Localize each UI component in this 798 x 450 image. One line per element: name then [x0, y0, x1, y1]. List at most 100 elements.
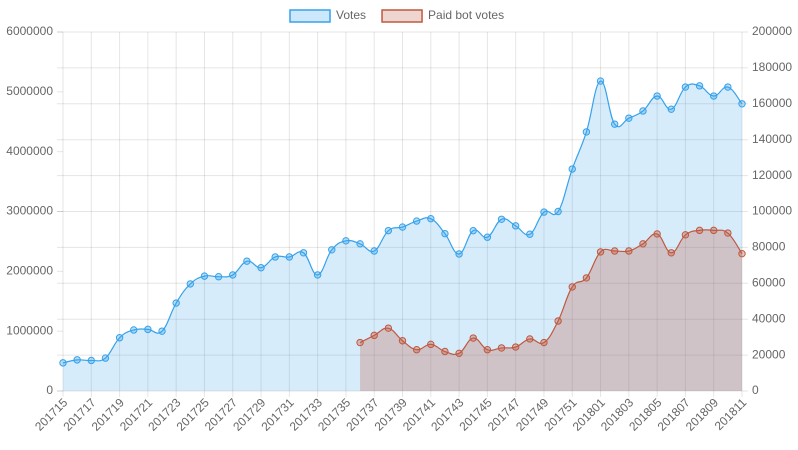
point [667, 105, 675, 113]
point [243, 257, 251, 265]
point [695, 82, 704, 90]
y2-tick-label: 60000 [752, 275, 786, 289]
point [610, 120, 619, 128]
y2-tick-label: 80000 [752, 240, 786, 254]
point [412, 346, 421, 354]
y-tick-label: 1000000 [6, 323, 53, 337]
area [63, 81, 742, 392]
y-tick-label: 3000000 [6, 204, 53, 218]
point [285, 253, 294, 261]
point [427, 214, 435, 223]
point [229, 271, 237, 279]
point [639, 107, 647, 115]
y2-tick-label: 0 [752, 383, 759, 397]
y2-tick-label: 20000 [752, 347, 786, 361]
point [710, 92, 718, 100]
point [667, 249, 675, 257]
point [724, 229, 732, 237]
point [384, 226, 393, 235]
point [695, 226, 704, 235]
point [653, 230, 661, 238]
legend-swatch [289, 9, 331, 23]
point [639, 240, 647, 248]
point [73, 356, 81, 364]
point [455, 250, 463, 258]
point [625, 114, 633, 122]
y2-tick-label: 200000 [752, 24, 792, 38]
point [469, 226, 477, 235]
point [582, 274, 591, 282]
point [455, 349, 463, 358]
point [144, 325, 152, 334]
point [299, 249, 308, 257]
point [200, 272, 209, 280]
y2-tick-label: 140000 [752, 132, 792, 146]
y2-tick-label: 40000 [752, 311, 786, 325]
point [596, 248, 605, 256]
line [62, 80, 743, 364]
point [328, 246, 336, 254]
point [398, 337, 407, 345]
x-tick-label: 201811 [712, 395, 750, 433]
point [59, 359, 67, 367]
point [526, 335, 534, 343]
point [186, 280, 195, 288]
point [271, 253, 279, 261]
point [738, 100, 746, 108]
y2-tick-label: 160000 [752, 96, 792, 110]
point [356, 338, 364, 347]
point [596, 77, 605, 85]
point [511, 222, 520, 230]
point [427, 340, 435, 349]
point [257, 264, 265, 272]
legend-label: Votes [336, 8, 366, 22]
y-tick-label: 5000000 [6, 84, 53, 98]
point [497, 215, 506, 223]
point [356, 240, 364, 248]
point [101, 354, 110, 362]
point [653, 92, 661, 100]
point [724, 83, 732, 91]
point [313, 271, 322, 279]
point [554, 317, 562, 325]
y-tick-label: 2000000 [6, 264, 53, 278]
point [370, 247, 378, 255]
y2-tick-label: 180000 [752, 60, 792, 74]
point [87, 356, 95, 365]
point [582, 128, 591, 136]
point [172, 299, 180, 307]
y-tick-label: 0 [46, 383, 53, 397]
point [130, 326, 138, 334]
point [158, 327, 166, 335]
point [483, 233, 492, 241]
point [568, 165, 576, 173]
point [540, 338, 548, 347]
point [511, 343, 520, 351]
point [681, 231, 690, 239]
point [342, 237, 350, 245]
y2-tick-label: 120000 [752, 168, 792, 182]
legend-label: Paid bot votes [428, 8, 504, 22]
point [497, 344, 506, 352]
line [359, 229, 743, 356]
point [384, 324, 393, 332]
legend: Votes Paid bot votes [289, 8, 504, 23]
point [568, 283, 576, 291]
point [625, 247, 633, 255]
point [214, 273, 223, 281]
point [526, 230, 534, 238]
point [540, 208, 548, 216]
legend-swatch [381, 9, 423, 23]
point [483, 346, 492, 354]
point [554, 207, 562, 216]
y-tick-label: 4000000 [6, 144, 53, 158]
point [115, 334, 124, 342]
area [360, 229, 742, 391]
point [738, 249, 746, 258]
point [441, 347, 449, 356]
point [370, 331, 378, 340]
point [412, 217, 421, 225]
point [610, 247, 619, 255]
point [710, 226, 718, 235]
